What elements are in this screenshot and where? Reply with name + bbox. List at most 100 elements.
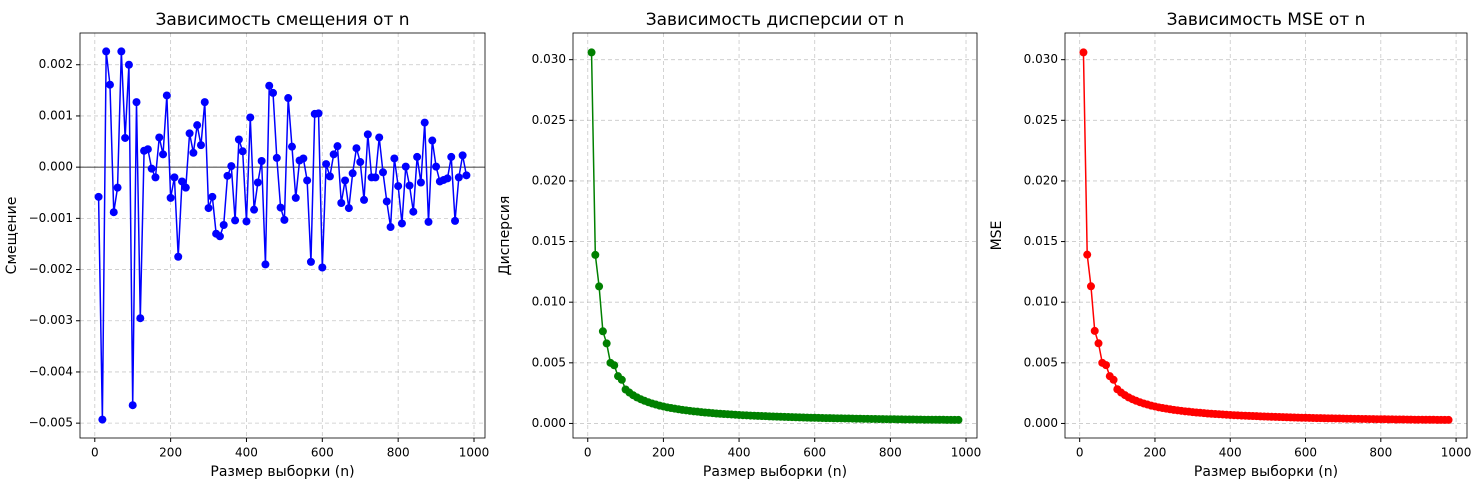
y-tick-label: −0.001 <box>29 211 73 225</box>
data-point <box>360 195 369 204</box>
data-point <box>420 118 429 127</box>
plot-frame <box>79 32 486 439</box>
subplot: 0 200 400 600 800 1000 0.000 0.005 0.010 0.015 0.0… <box>497 10 981 480</box>
data-point <box>390 154 399 163</box>
y-tick-label: 0.015 <box>532 234 566 248</box>
data-line <box>1082 52 1449 421</box>
y-tick-label: 0.030 <box>1024 52 1058 66</box>
plot-frame <box>1064 32 1468 439</box>
data-point <box>1086 282 1095 291</box>
y-tick-label: 0.000 <box>1024 416 1058 430</box>
y-tick-label: 0.010 <box>532 295 566 309</box>
data-point <box>325 172 334 181</box>
data-point <box>458 151 467 160</box>
data-point <box>432 162 441 171</box>
subplot: 0 200 400 600 800 1000 −0.005 −0.004 −0.003 −0.00… <box>4 10 489 480</box>
data-point <box>178 177 187 186</box>
y-tick-label: 0.005 <box>532 355 566 369</box>
data-point <box>428 136 437 145</box>
data-point <box>382 197 391 206</box>
x-tick-label: 800 <box>1369 446 1392 460</box>
data-point <box>322 160 331 169</box>
data-point <box>208 192 217 201</box>
data-point <box>128 401 137 410</box>
data-point <box>378 168 387 177</box>
data-point <box>250 205 259 214</box>
data-point <box>242 217 251 226</box>
data-point <box>280 215 289 224</box>
data-point <box>200 98 209 107</box>
data-point <box>344 204 353 213</box>
data-point <box>124 60 133 69</box>
data-point <box>151 173 160 182</box>
data-point <box>253 178 262 187</box>
data-point <box>371 173 380 182</box>
subplot: 0 200 400 600 800 1000 0.000 0.005 0.010 0.015 0.0… <box>989 10 1471 480</box>
data-point <box>595 282 604 291</box>
data-point <box>265 81 274 90</box>
data-point <box>329 150 338 159</box>
x-tick-label: 1000 <box>459 446 490 460</box>
y-tick-label: 0.001 <box>39 108 73 122</box>
data-point <box>337 198 346 207</box>
data-point <box>109 208 118 217</box>
data-point <box>394 182 403 191</box>
x-axis-label: Размер выборки (n) <box>703 464 847 480</box>
chart-title: Зависимость MSE от n <box>1167 10 1366 30</box>
data-point <box>299 154 308 163</box>
data-point <box>1444 415 1453 424</box>
data-point <box>375 133 384 142</box>
data-point <box>610 361 619 370</box>
data-point <box>170 173 179 182</box>
data-point <box>174 252 183 261</box>
data-point <box>155 133 164 142</box>
chart-title: Зависимость дисперсии от n <box>646 10 905 30</box>
data-point <box>598 327 607 336</box>
data-point <box>185 129 194 138</box>
x-tick-label: 800 <box>387 446 410 460</box>
data-point <box>102 47 111 56</box>
y-tick-label: 0.015 <box>1024 234 1058 248</box>
data-point <box>303 176 312 185</box>
x-tick-label: 200 <box>159 446 182 460</box>
data-point <box>617 375 626 384</box>
data-point <box>416 178 425 187</box>
data-point <box>587 48 596 57</box>
data-point <box>1102 361 1111 370</box>
data-point <box>443 174 452 183</box>
x-axis-label: Размер выборки (n) <box>210 464 354 480</box>
y-tick-label: 0.020 <box>1024 173 1058 187</box>
data-point <box>291 193 300 202</box>
data-point <box>196 141 205 150</box>
plot-frame <box>572 32 978 439</box>
x-tick-label: 1000 <box>1441 446 1472 460</box>
data-point <box>954 415 963 424</box>
data-point <box>454 173 463 182</box>
data-point <box>348 169 357 178</box>
y-tick-label: 0.000 <box>532 416 566 430</box>
y-tick-label: 0.002 <box>39 57 73 71</box>
data-point <box>219 221 228 230</box>
y-tick-label: 0.020 <box>532 173 566 187</box>
data-point <box>98 415 107 424</box>
data-point <box>223 171 232 180</box>
data-point <box>318 263 327 272</box>
data-point <box>215 232 224 241</box>
data-point <box>246 113 255 122</box>
y-axis-label: Смещение <box>4 197 20 275</box>
data-point <box>204 204 213 213</box>
chart-title: Зависимость смещения от n <box>155 10 409 30</box>
x-tick-label: 600 <box>311 446 334 460</box>
data-point <box>117 47 126 56</box>
x-tick-label: 400 <box>235 446 258 460</box>
y-axis-label: MSE <box>989 221 1005 251</box>
x-tick-label: 0 <box>584 446 592 460</box>
x-tick-label: 0 <box>91 446 99 460</box>
data-point <box>159 150 168 159</box>
data-point <box>143 145 152 154</box>
data-point <box>405 181 414 190</box>
y-tick-label: −0.005 <box>29 416 73 430</box>
x-tick-label: 600 <box>803 446 826 460</box>
data-point <box>363 130 372 139</box>
y-tick-label: −0.002 <box>29 262 73 276</box>
